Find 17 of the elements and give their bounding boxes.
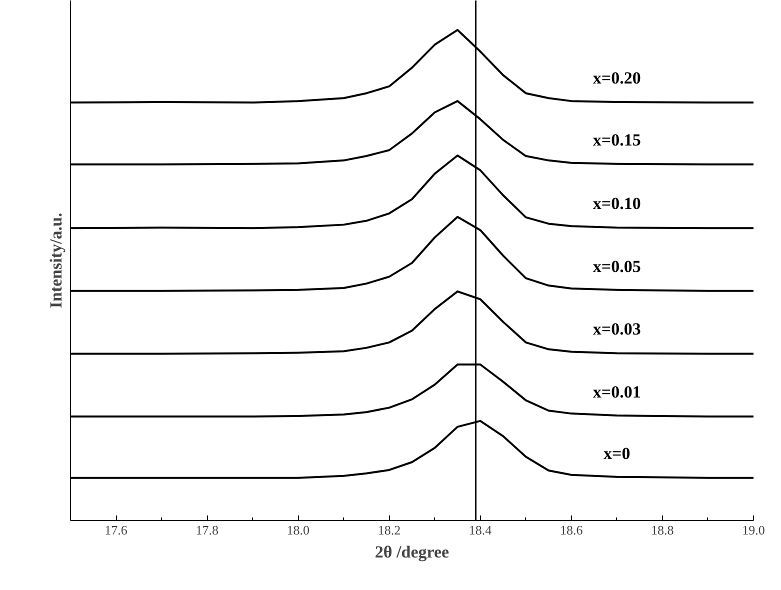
x-tick-label: 18.2 [378, 522, 401, 538]
y-axis-title: Intensity/a.u. [46, 212, 66, 308]
x-tick-label: 18.4 [468, 522, 492, 538]
series-label: x=0 [604, 444, 630, 463]
series-label: x=0.15 [592, 130, 641, 150]
x-tick-label: 18.6 [560, 522, 584, 538]
x-axis-title: 2θ /degree [374, 542, 450, 562]
x-tick-label: 19.0 [742, 522, 765, 538]
series-label: x=0.03 [592, 320, 641, 339]
series-label: x=0.01 [592, 382, 641, 402]
x-tick-label: 17.6 [104, 522, 128, 538]
series-label: x=0.10 [592, 194, 641, 214]
series-label: x=0.05 [592, 256, 641, 276]
x-tick-label: 18.0 [286, 522, 310, 538]
series-label: x=0.20 [592, 68, 641, 88]
x-tick-label: 17.8 [196, 522, 218, 538]
x-tick-label: 18.8 [651, 522, 674, 538]
